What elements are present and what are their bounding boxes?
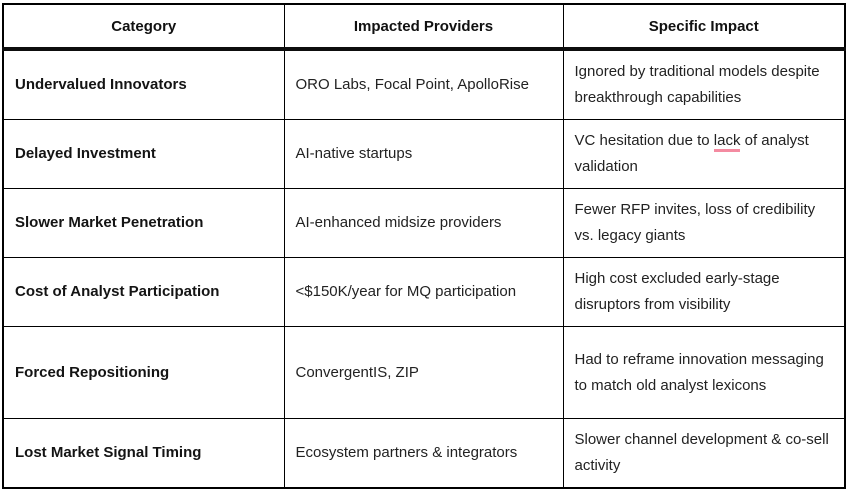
impact-text: Fewer RFP invites, loss of credibility v… (574, 201, 816, 244)
table-row: Slower Market Penetration AI-enhanced mid… (2, 188, 846, 258)
category-cell: Undervalued Innovators (2, 48, 285, 120)
table-row: Lost Market Signal Timing Ecosystem partn… (2, 418, 846, 489)
providers-cell: ConvergentIS, ZIP (283, 326, 564, 419)
grammar-underlined-text: lack (713, 132, 741, 152)
providers-cell: AI-enhanced midsize providers (283, 188, 564, 258)
impact-text: Slower channel development & co-sell act… (574, 431, 829, 474)
category-cell: Lost Market Signal Timing (2, 418, 285, 489)
category-cell: Cost of Analyst Participation (2, 257, 285, 327)
impact-text: VC hesitation due to (574, 132, 714, 149)
impact-cell: Ignored by traditional models despite br… (562, 48, 846, 120)
providers-cell: Ecosystem partners & integrators (283, 418, 564, 489)
impact-cell: Had to reframe innovation messaging to m… (562, 326, 846, 419)
category-cell: Delayed Investment (2, 119, 285, 189)
column-header-category: Category (2, 3, 285, 51)
impact-table: Category Impacted Providers Specific Imp… (2, 3, 846, 489)
impact-cell: High cost excluded early-stage disruptor… (562, 257, 846, 327)
category-cell: Forced Repositioning (2, 326, 285, 419)
category-cell: Slower Market Penetration (2, 188, 285, 258)
table-row: Forced Repositioning ConvergentIS, ZIP Had… (2, 326, 846, 419)
providers-cell: <$150K/year for MQ participation (283, 257, 564, 327)
column-header-impacted-providers: Impacted Providers (283, 3, 564, 51)
impact-text: High cost excluded early-stage disruptor… (574, 270, 780, 313)
providers-cell: ORO Labs, Focal Point, ApolloRise (283, 48, 564, 120)
table-body: Undervalued Innovators ORO Labs, Focal Po… (2, 48, 846, 489)
table-row: Undervalued Innovators ORO Labs, Focal Po… (2, 48, 846, 120)
column-header-specific-impact: Specific Impact (562, 3, 846, 51)
impact-cell: VC hesitation due to lack of analyst val… (562, 119, 846, 189)
impact-text: Had to reframe innovation messaging to m… (574, 350, 824, 394)
providers-cell: AI-native startups (283, 119, 564, 189)
impact-text: Ignored by traditional models despite br… (574, 63, 820, 106)
table-row: Cost of Analyst Participation <$150K/year… (2, 257, 846, 327)
impact-text: of analyst validation (574, 132, 809, 175)
impact-cell: Slower channel development & co-sell act… (562, 418, 846, 489)
table-row: Delayed Investment AI-native startups VC h… (2, 119, 846, 189)
header-row: Category Impacted Providers Specific Imp… (2, 3, 846, 51)
impact-cell: Fewer RFP invites, loss of credibility v… (562, 188, 846, 258)
